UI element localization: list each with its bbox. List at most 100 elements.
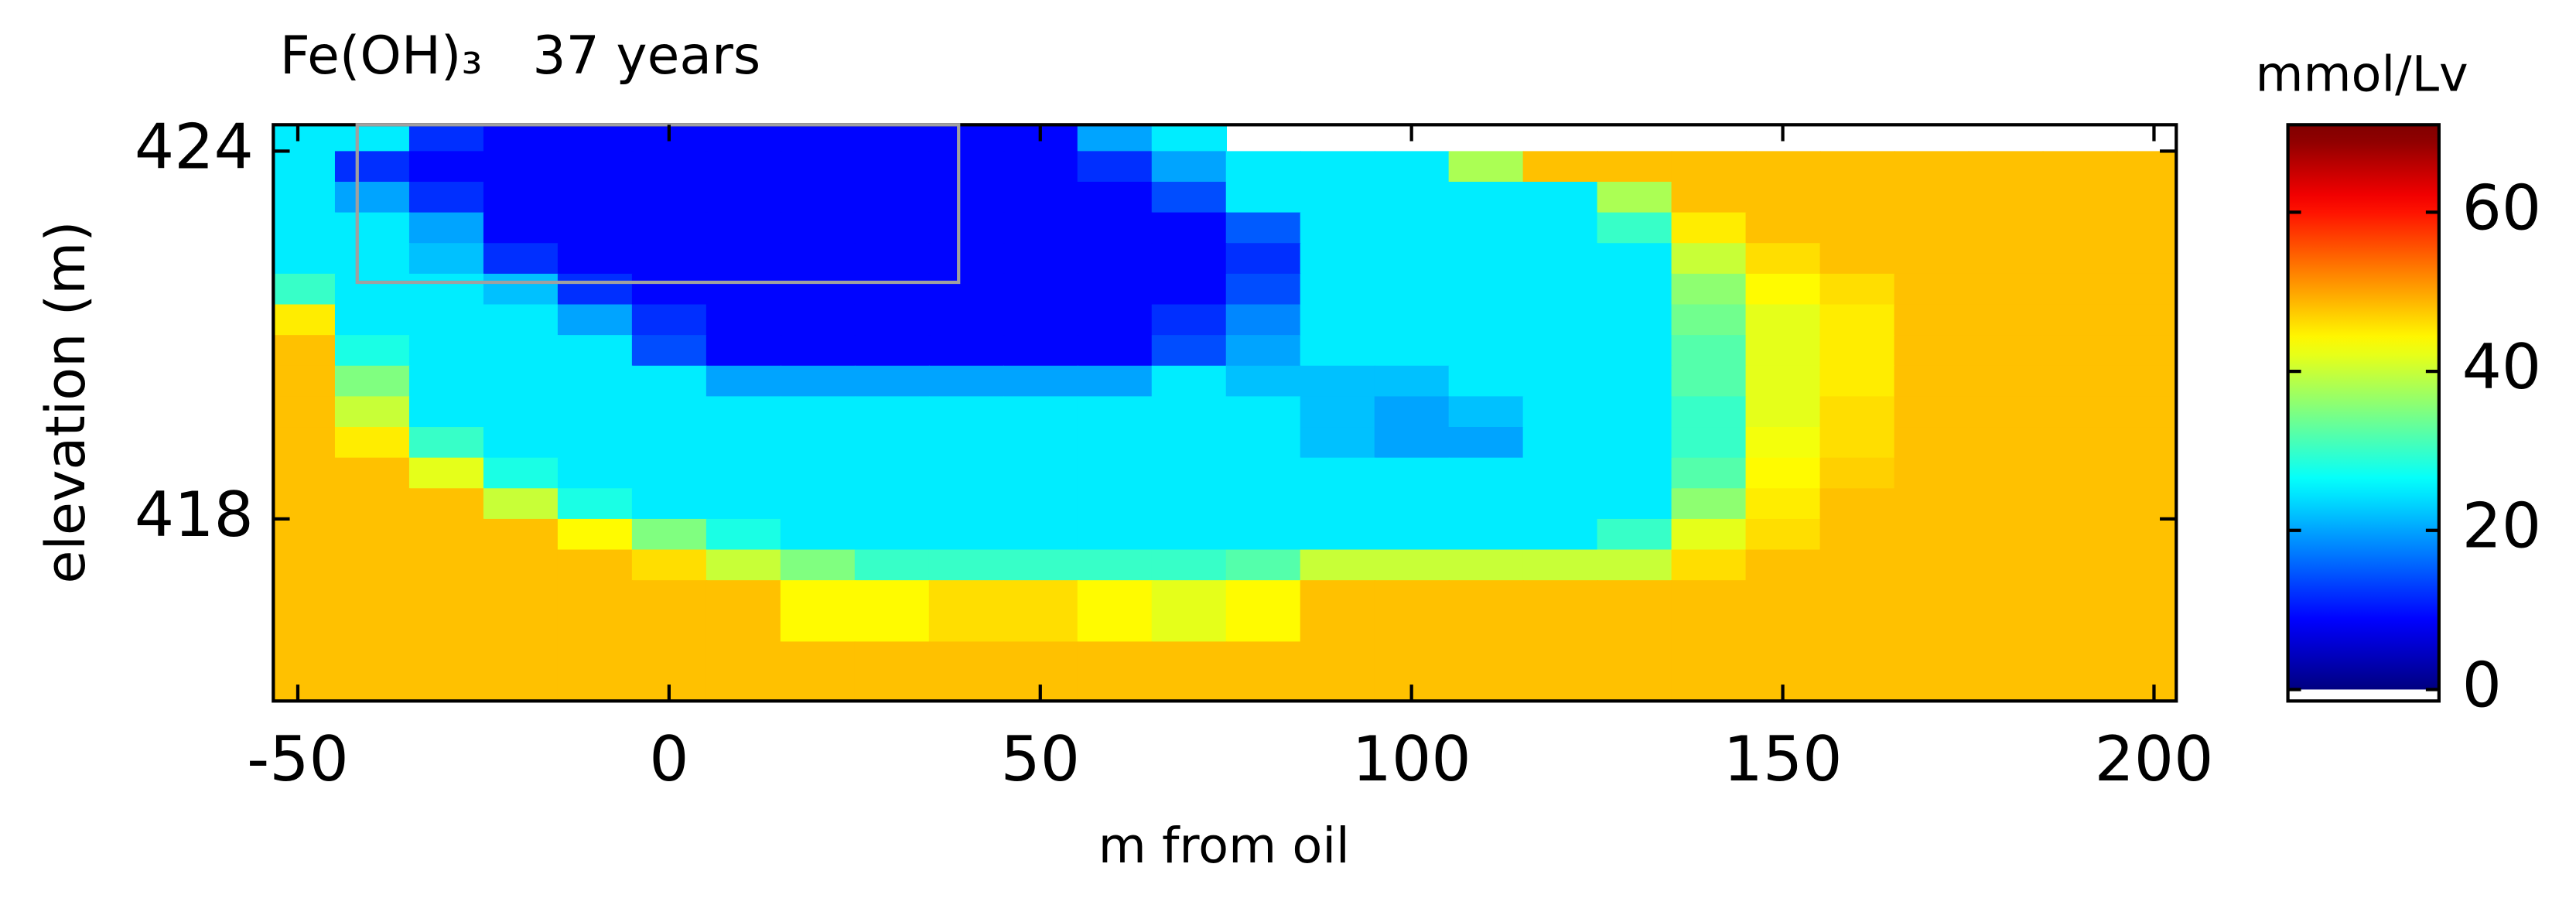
heatmap-cell [1077, 125, 1153, 152]
heatmap-cell [334, 457, 411, 490]
heatmap-cell [1448, 365, 1524, 398]
x-tick-label: 50 [1000, 723, 1080, 796]
heatmap-cell [1300, 243, 1375, 275]
heatmap-cell [1745, 335, 1821, 367]
heatmap-cell [1597, 427, 1672, 459]
heatmap-cell [1597, 243, 1672, 275]
heatmap-cell [631, 182, 708, 213]
heatmap-cell [928, 518, 1005, 551]
heatmap-cell [1671, 182, 1747, 213]
heatmap-cell [1894, 396, 1970, 429]
heatmap-cell [408, 304, 485, 336]
heatmap-cell [705, 243, 782, 275]
heatmap-cell [1374, 365, 1450, 398]
heatmap-cell [1151, 182, 1227, 213]
heatmap-cell [1745, 396, 1821, 429]
heatmap-cell [408, 641, 485, 702]
heatmap-cell [557, 427, 634, 459]
y-tick-label: 418 [135, 479, 254, 551]
heatmap-cell [631, 396, 708, 429]
heatmap-cell [408, 580, 485, 643]
heatmap-cell [2042, 151, 2118, 183]
heatmap-cell [1151, 641, 1227, 702]
heatmap-cell [408, 488, 485, 521]
heatmap-cell [483, 212, 559, 244]
heatmap-cell [1894, 151, 1970, 183]
colorbar-tick-label: 40 [2462, 331, 2542, 404]
heatmap-cell [2116, 641, 2177, 702]
heatmap-cell [705, 335, 782, 367]
heatmap-cell [1819, 273, 1895, 306]
heatmap-cell [1300, 396, 1375, 429]
heatmap-cell [631, 580, 708, 643]
heatmap-cell [408, 273, 485, 306]
heatmap-cell [1225, 212, 1301, 244]
heatmap-cell [1225, 580, 1301, 643]
heatmap-cell [1225, 365, 1301, 398]
heatmap-cell [780, 641, 856, 702]
heatmap-cell [1968, 396, 2044, 429]
heatmap-cell [2042, 427, 2118, 459]
heatmap-cell [1151, 580, 1227, 643]
heatmap-cell [273, 182, 337, 213]
heatmap-cell [483, 243, 559, 275]
heatmap-cell [1448, 243, 1524, 275]
heatmap-cell [2042, 549, 2118, 582]
colorbar-tick-label: 60 [2462, 172, 2542, 244]
heatmap-cell [631, 243, 708, 275]
heatmap-cell [1671, 335, 1747, 367]
heatmap-cell [1003, 427, 1079, 459]
heatmap-cell [1968, 243, 2044, 275]
heatmap-cell [631, 151, 708, 183]
heatmap-cell [2116, 580, 2177, 643]
heatmap-cell [1522, 549, 1598, 582]
heatmap-cell [1077, 365, 1153, 398]
heatmap-cell [1819, 212, 1895, 244]
heatmap-cell [780, 549, 856, 582]
heatmap-cell [1448, 151, 1524, 183]
heatmap-cell [273, 518, 337, 551]
heatmap-cell [1448, 457, 1524, 490]
heatmap-cell [2042, 335, 2118, 367]
heatmap-cell [928, 457, 1005, 490]
heatmap-cell [408, 365, 485, 398]
heatmap-cell [705, 304, 782, 336]
heatmap-cell [780, 457, 856, 490]
heatmap-cell [1077, 518, 1153, 551]
heatmap-cell [1077, 335, 1153, 367]
heatmap-cell [1374, 151, 1450, 183]
heatmap-cell [1300, 457, 1375, 490]
heatmap-cell [1597, 212, 1672, 244]
x-tick-label: 100 [1352, 723, 1471, 796]
heatmap-cell [705, 580, 782, 643]
heatmap-cell [928, 427, 1005, 459]
heatmap-cell [273, 304, 337, 336]
heatmap-cell [631, 488, 708, 521]
heatmap-cell [1522, 518, 1598, 551]
heatmap-cell [1151, 212, 1227, 244]
heatmap-cell [408, 396, 485, 429]
heatmap-cell [705, 273, 782, 306]
heatmap-cell [1597, 151, 1672, 183]
heatmap-cell [854, 549, 931, 582]
heatmap-cell [1894, 427, 1970, 459]
heatmap-cell [1597, 518, 1672, 551]
heatmap-cell [854, 396, 931, 429]
heatmap-cell [483, 125, 559, 152]
heatmap-cell [1522, 304, 1598, 336]
heatmap-cell [1745, 365, 1821, 398]
heatmap-cell [1522, 212, 1598, 244]
heatmap-cell [334, 182, 411, 213]
heatmap-cell [2116, 396, 2177, 429]
heatmap-cell [2116, 488, 2177, 521]
heatmap-cell [1894, 488, 1970, 521]
heatmap-cell [1819, 151, 1895, 183]
heatmap-cell [1597, 457, 1672, 490]
heatmap-cell [1003, 488, 1079, 521]
heatmap-cell [273, 396, 337, 429]
heatmap-cell [780, 273, 856, 306]
heatmap-cell [1448, 304, 1524, 336]
heatmap-cell [854, 212, 931, 244]
heatmap-cell [557, 396, 634, 429]
heatmap-cell [1894, 641, 1970, 702]
